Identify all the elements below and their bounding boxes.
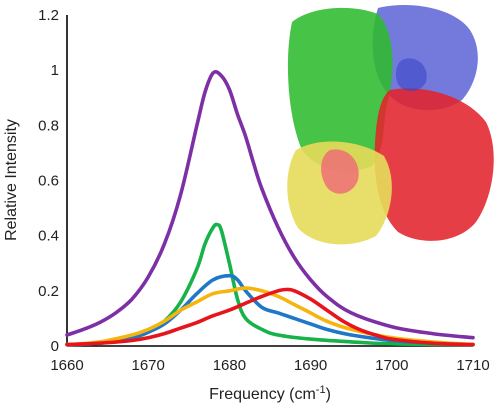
x-tick-label: 1710 <box>456 357 489 374</box>
y-tick-label: 0.8 <box>38 117 59 134</box>
x-tick-label: 1670 <box>132 357 165 374</box>
series-line-5 <box>65 287 475 347</box>
y-tick-label: 1.2 <box>38 7 59 24</box>
y-tick-label: 0.4 <box>38 228 59 245</box>
x-axis-title: Frequency (cm-1) <box>209 384 331 403</box>
x-tick-label: 1680 <box>213 357 246 374</box>
series-lines <box>65 70 475 347</box>
protein-domain-green <box>287 7 393 172</box>
protein-domain-red-lobe <box>321 149 359 194</box>
y-tick-labels: 0 0.2 0.4 0.6 0.8 1 1.2 <box>38 7 59 355</box>
protein-domain-blue-lobe <box>395 58 427 92</box>
y-axis-title: Relative Intensity <box>3 119 20 241</box>
protein-domain-red <box>374 88 494 241</box>
x-tick-label: 1690 <box>294 357 327 374</box>
series-line-2 <box>65 222 475 347</box>
y-tick-label: 0.2 <box>38 283 59 300</box>
x-axis-title-superscript: -1 <box>316 384 326 396</box>
y-tick-label: 0.6 <box>38 173 59 190</box>
series-line-1 <box>65 70 475 340</box>
x-axis-title-close: ) <box>326 386 331 403</box>
protein-structure-inset <box>287 4 494 245</box>
x-axis-title-main: Frequency (cm <box>209 386 316 403</box>
series-line-4 <box>65 286 475 347</box>
y-tick-label: 1 <box>51 62 59 79</box>
x-tick-label: 1700 <box>375 357 408 374</box>
x-tick-label: 1660 <box>50 357 83 374</box>
series-line-3 <box>65 273 475 347</box>
x-tick-labels: 1660 1670 1680 1690 1700 1710 <box>50 357 489 374</box>
y-tick-label: 0 <box>51 338 59 355</box>
